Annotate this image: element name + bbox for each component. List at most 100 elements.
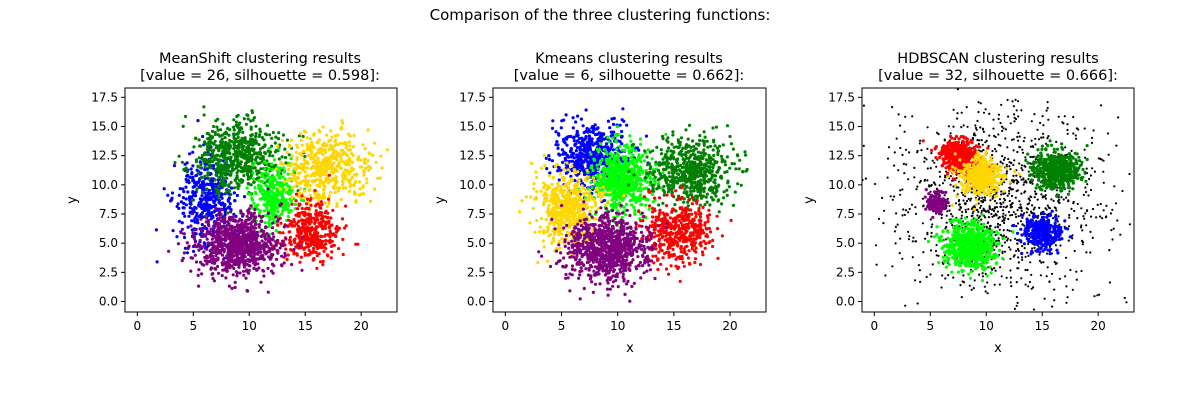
scatter-point [313,161,317,165]
scatter-point [602,132,606,136]
scatter-point [267,179,271,183]
scatter-point [636,165,640,169]
scatter-point [341,160,346,164]
scatter-point [219,212,223,216]
scatter-point [232,125,236,129]
scatter-point [210,129,215,133]
scatter-point [287,168,291,172]
scatter-point [312,196,316,200]
scatter-point [699,182,703,186]
scatter-point [267,215,271,219]
scatter-point [596,181,600,186]
scatter-point [189,167,193,171]
scatter-point [699,154,703,158]
scatter-point [573,178,577,183]
y-tick-label: 2.5 [99,265,118,279]
scatter-point [366,128,370,132]
scatter-point [216,232,220,237]
scatter-point [674,176,679,180]
scatter-point [603,178,607,182]
scatter-point [589,152,593,156]
scatter-point [688,155,692,159]
scatter-point [294,150,298,155]
scatter-point [347,179,351,183]
scatter-point [337,247,341,251]
scatter-point [246,222,250,226]
scatter-point [217,147,221,151]
scatter-point [673,203,677,207]
scatter-point [315,266,319,270]
scatter-point [611,170,615,174]
scatter-point [698,159,702,163]
scatter-point [213,130,217,135]
scatter-point [232,128,236,132]
scatter-point [299,187,303,191]
x-tick-label: 20 [354,319,369,333]
scatter-point [639,203,643,207]
scatter-point [702,190,706,194]
scatter-point [223,210,227,214]
scatter-point [220,178,224,182]
scatter-point [613,203,617,207]
scatter-point [260,179,264,183]
scatter-point [315,167,319,172]
scatter-point [183,114,188,119]
scatter-point [234,120,239,124]
scatter-point [309,217,313,221]
scatter-point [306,226,310,230]
scatter-point [689,149,693,153]
scatter-point [339,157,343,161]
scatter-point [270,167,275,171]
scatter-point [289,172,294,176]
scatter-point [271,211,275,215]
scatter-point [725,155,730,159]
scatter-point [232,254,236,258]
scatter-point [271,197,275,202]
scatter-point [270,136,274,140]
scatter-point [621,172,626,177]
scatter-point [237,265,241,269]
scatter-point [257,214,261,218]
scatter-point [366,159,370,163]
scatter-point [611,133,615,137]
scatter-point [211,276,215,281]
scatter-point [262,209,266,213]
scatter-point [550,126,555,130]
scatter-point [685,145,689,149]
scatter-point [545,167,549,171]
scatter-point [347,157,351,161]
scatter-point [362,173,366,177]
scatter-point [205,229,210,233]
scatter-point [702,148,706,152]
scatter-point [237,239,241,243]
scatter-point [225,150,230,155]
scatter-point [257,170,261,175]
scatter-point [315,202,319,206]
scatter-point [635,160,639,164]
scatter-point [286,207,290,211]
scatter-point [304,202,309,206]
scatter-point [262,138,266,142]
scatter-point [210,211,214,215]
scatter-point [189,202,193,206]
scatter-point [323,185,327,189]
scatter-point [190,219,194,223]
scatter-point [253,158,258,162]
scatter-point [607,186,611,191]
scatter-point [333,149,338,153]
scatter-point [718,144,722,148]
scatter-point [257,186,261,190]
scatter-point [261,214,265,218]
scatter-point [250,109,254,113]
scatter-point [668,175,672,179]
scatter-point [645,155,649,159]
scatter-point [368,165,372,169]
scatter-point [604,142,609,146]
scatter-point [227,183,231,188]
scatter-point [300,229,304,233]
scatter-point [210,247,214,251]
scatter-point [612,152,616,157]
scatter-point [580,136,584,140]
scatter-point [298,171,302,175]
scatter-point [249,221,253,225]
